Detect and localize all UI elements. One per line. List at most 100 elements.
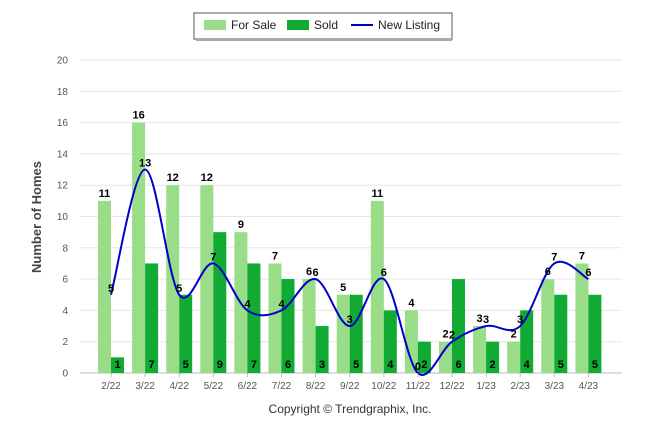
data-label-for-sale: 4 bbox=[408, 297, 415, 309]
data-label-sold: 5 bbox=[592, 359, 598, 371]
data-label-new-listing: 7 bbox=[551, 251, 557, 263]
data-label-for-sale: 6 bbox=[306, 266, 312, 278]
y-axis: 0 2 4 6 8 10 12 14 16 18 20 bbox=[57, 56, 69, 380]
x-tick-label: 5/22 bbox=[204, 381, 224, 392]
data-label-new-listing: 6 bbox=[313, 267, 319, 279]
y-tick-label: 8 bbox=[62, 243, 68, 254]
bar-sold bbox=[588, 294, 602, 373]
legend-label-sold: Sold bbox=[314, 18, 338, 32]
bar-sold bbox=[383, 310, 397, 373]
bar-for-sale bbox=[336, 294, 350, 373]
data-label-new-listing: 0 bbox=[415, 361, 421, 373]
legend: For Sale Sold New Listing bbox=[193, 12, 453, 41]
y-tick-label: 12 bbox=[57, 181, 69, 192]
bar-for-sale bbox=[268, 263, 282, 373]
data-label-new-listing: 3 bbox=[517, 314, 523, 326]
y-tick-label: 20 bbox=[57, 56, 69, 67]
bar-sold bbox=[213, 232, 227, 373]
bar-for-sale bbox=[98, 200, 111, 373]
data-label-for-sale: 12 bbox=[167, 172, 179, 184]
bar-for-sale bbox=[507, 341, 521, 373]
x-tick-label: 4/23 bbox=[579, 381, 599, 392]
data-label-for-sale: 7 bbox=[579, 250, 585, 262]
legend-box bbox=[193, 12, 453, 40]
data-label-for-sale: 11 bbox=[99, 188, 111, 200]
x-tick-label: 6/22 bbox=[238, 381, 258, 392]
copyright-text: Copyright © Trendgraphix, Inc. bbox=[269, 402, 432, 416]
bar-sold bbox=[247, 263, 261, 373]
x-tick-label: 2/22 bbox=[101, 381, 121, 392]
data-label-for-sale: 9 bbox=[238, 219, 244, 231]
data-label-sold: 1 bbox=[114, 359, 120, 371]
bar-sold bbox=[452, 279, 465, 373]
bar-for-sale bbox=[200, 185, 214, 373]
data-label-for-sale: 2 bbox=[442, 329, 448, 341]
bar-for-sale bbox=[302, 279, 316, 373]
series-line-new-listing bbox=[110, 168, 589, 376]
x-tick-label: 8/22 bbox=[306, 381, 326, 392]
y-tick-label: 10 bbox=[57, 212, 69, 223]
x-tick-label: 3/23 bbox=[545, 381, 565, 392]
bar-sold bbox=[486, 341, 500, 373]
bar-for-sale bbox=[404, 310, 418, 373]
x-tick-label: 11/22 bbox=[406, 381, 431, 392]
x-axis: 2/22 3/22 4/22 5/22 6/22 7/22 8/22 9/22 10/22 11/… bbox=[101, 373, 599, 392]
data-label-new-listing: 7 bbox=[210, 251, 216, 263]
y-tick-label: 6 bbox=[62, 275, 68, 286]
data-label-for-sale: 7 bbox=[272, 250, 278, 262]
bar-sold bbox=[145, 263, 159, 373]
y-tick-label: 4 bbox=[62, 306, 68, 317]
bar-sold bbox=[179, 294, 193, 373]
data-label-sold: 4 bbox=[387, 359, 394, 371]
data-label-new-listing: 13 bbox=[139, 158, 151, 170]
data-label-new-listing: 6 bbox=[585, 267, 591, 279]
bar-for-sale bbox=[439, 341, 452, 373]
data-labels: 1111671251299776635511442263224657551357… bbox=[99, 110, 598, 373]
data-label-sold: 3 bbox=[319, 359, 325, 371]
bar-for-sale bbox=[575, 263, 589, 373]
data-label-sold: 5 bbox=[183, 359, 189, 371]
x-tick-label: 10/22 bbox=[371, 381, 396, 392]
x-tick-label: 9/22 bbox=[340, 381, 360, 392]
data-label-sold: 7 bbox=[149, 359, 155, 371]
data-label-new-listing: 4 bbox=[278, 298, 285, 310]
data-label-for-sale: 6 bbox=[545, 266, 551, 278]
x-tick-label: 12/22 bbox=[439, 381, 464, 392]
data-label-new-listing: 5 bbox=[108, 283, 114, 295]
bar-sold bbox=[520, 310, 534, 373]
new-listing-line bbox=[110, 168, 589, 376]
y-axis-label: Number of Homes bbox=[29, 161, 44, 273]
bar-for-sale bbox=[473, 326, 487, 373]
data-label-sold: 7 bbox=[251, 359, 257, 371]
data-label-new-listing: 2 bbox=[449, 330, 455, 342]
data-label-sold: 6 bbox=[285, 359, 291, 371]
bar-for-sale bbox=[370, 200, 384, 373]
bar-sold bbox=[417, 341, 431, 373]
data-label-sold: 6 bbox=[455, 359, 461, 371]
data-label-new-listing: 3 bbox=[483, 314, 489, 326]
legend-swatch-sold bbox=[287, 20, 309, 30]
data-label-for-sale: 2 bbox=[511, 329, 517, 341]
data-label-new-listing: 3 bbox=[347, 314, 353, 326]
data-label-for-sale: 12 bbox=[201, 172, 213, 184]
x-tick-label: 3/22 bbox=[135, 381, 155, 392]
data-label-sold: 2 bbox=[421, 359, 427, 371]
data-label-for-sale: 16 bbox=[132, 110, 144, 122]
x-tick-label: 7/22 bbox=[272, 381, 292, 392]
y-tick-label: 18 bbox=[57, 87, 69, 98]
data-label-new-listing: 4 bbox=[244, 298, 251, 310]
x-tick-label: 4/22 bbox=[169, 381, 189, 392]
legend-label-new-listing: New Listing bbox=[378, 18, 440, 32]
bar-sold bbox=[315, 326, 329, 373]
data-label-new-listing: 5 bbox=[176, 283, 182, 295]
data-label-sold: 4 bbox=[524, 359, 531, 371]
data-label-for-sale: 11 bbox=[371, 188, 383, 200]
y-tick-label: 14 bbox=[57, 149, 69, 160]
data-label-sold: 2 bbox=[490, 359, 496, 371]
y-tick-label: 0 bbox=[62, 369, 68, 380]
data-label-sold: 9 bbox=[217, 359, 223, 371]
bar-sold bbox=[111, 357, 124, 373]
data-label-for-sale: 5 bbox=[340, 282, 346, 294]
data-label-sold: 5 bbox=[558, 359, 564, 371]
